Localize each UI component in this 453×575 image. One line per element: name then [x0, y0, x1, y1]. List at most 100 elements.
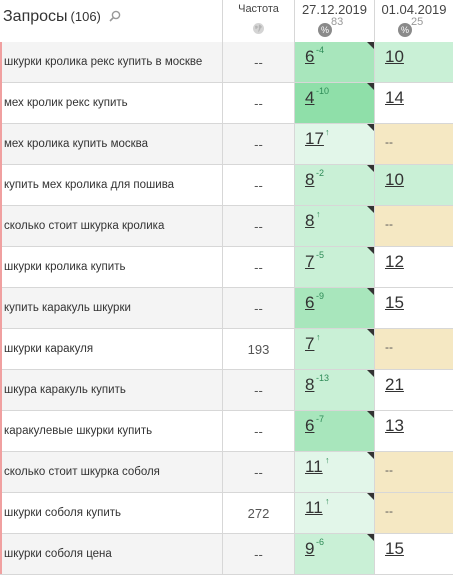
table-row: купить мех кролика для пошива -- 8 -2 10	[0, 165, 453, 206]
percent-icon: %	[318, 23, 332, 37]
frequency-cell: --	[222, 42, 294, 82]
frequency-value: --	[254, 137, 263, 152]
frequency-value: --	[254, 260, 263, 275]
frequency-value: --	[254, 383, 263, 398]
table-row: шкурки кролика рекс купить в москве -- 6 -4…	[0, 42, 453, 83]
corner-marker-icon	[367, 124, 374, 131]
query-text: шкурки соболя цена	[4, 548, 112, 560]
position-link[interactable]: 8	[305, 375, 315, 394]
query-cell[interactable]: шкурки соболя купить	[0, 493, 222, 533]
query-cell[interactable]: шкурки каракуля	[0, 329, 222, 369]
date-2-label: 01.04.2019	[381, 2, 447, 17]
position-cell-date-1: 6 -4	[294, 42, 374, 82]
corner-marker-icon	[367, 206, 374, 213]
frequency-value: 272	[247, 506, 270, 521]
no-position: --	[385, 135, 393, 149]
position-link[interactable]: 7	[305, 334, 315, 353]
position-link[interactable]: 8	[305, 211, 315, 230]
table-row: купить каракуль шкурки -- 6 -9 15	[0, 288, 453, 329]
position-change: ↑	[316, 332, 321, 342]
frequency-cell: --	[222, 206, 294, 246]
position-cell-date-1: 6 -7	[294, 411, 374, 451]
position-cell-date-2: --	[374, 206, 453, 246]
query-cell[interactable]: шкура каракуль купить	[0, 370, 222, 410]
query-cell[interactable]: шкурки кролика купить	[0, 247, 222, 287]
position-cell-date-1: 7 -5	[294, 247, 374, 287]
position-link[interactable]: 8	[305, 170, 315, 189]
query-text: шкура каракуль купить	[4, 384, 126, 396]
position-cell-date-2: 15	[374, 288, 453, 328]
position-link[interactable]: 6	[305, 293, 315, 312]
query-text: шкурки соболя купить	[4, 507, 122, 519]
corner-marker-icon	[367, 83, 374, 90]
position-link[interactable]: 6	[305, 47, 315, 66]
position-link[interactable]: 10	[385, 170, 404, 189]
frequency-value: --	[254, 96, 263, 111]
position-cell-date-1: 17 ↑	[294, 124, 374, 164]
table-row: шкурки кролика купить -- 7 -5 12	[0, 247, 453, 288]
query-text: сколько стоит шкурка соболя	[4, 466, 160, 478]
position-cell-date-2: 13	[374, 411, 453, 451]
query-text: купить каракуль шкурки	[4, 302, 131, 314]
position-change: -2	[316, 168, 325, 178]
query-cell[interactable]: купить каракуль шкурки	[0, 288, 222, 328]
query-cell[interactable]: мех кролика купить москва	[0, 124, 222, 164]
query-cell[interactable]: сколько стоит шкурка кролика	[0, 206, 222, 246]
date-column-header-2[interactable]: 01.04.2019 % 25	[374, 0, 453, 42]
search-icon[interactable]	[109, 9, 121, 27]
position-link[interactable]: 21	[385, 375, 404, 394]
table-row: шкурки каракуля 193 7 ↑ --	[0, 329, 453, 370]
globe-icon[interactable]	[252, 22, 265, 40]
position-link[interactable]: 15	[385, 293, 404, 312]
query-cell[interactable]: сколько стоит шкурка соболя	[0, 452, 222, 492]
left-accent-line	[0, 42, 2, 574]
position-change: -7	[316, 414, 325, 424]
no-position: --	[385, 463, 393, 477]
position-link[interactable]: 17	[305, 129, 324, 148]
query-cell[interactable]: каракулевые шкурки купить	[0, 411, 222, 451]
position-change: -4	[316, 45, 325, 55]
query-cell[interactable]: мех кролик рекс купить	[0, 83, 222, 123]
position-link[interactable]: 9	[305, 539, 315, 558]
position-change: -10	[316, 86, 330, 96]
position-change: ↑	[325, 127, 330, 137]
corner-marker-icon	[367, 370, 374, 377]
position-cell-date-2: 21	[374, 370, 453, 410]
position-link[interactable]: 12	[385, 252, 404, 271]
position-change: -9	[316, 291, 325, 301]
table-row: мех кролик рекс купить -- 4 -10 14	[0, 83, 453, 124]
position-cell-date-2: 10	[374, 165, 453, 205]
position-link[interactable]: 14	[385, 88, 404, 107]
frequency-cell: --	[222, 247, 294, 287]
date-column-header-1[interactable]: 27.12.2019 % 83	[294, 0, 374, 42]
position-change: -13	[316, 373, 330, 383]
position-link[interactable]: 15	[385, 539, 404, 558]
position-cell-date-2: --	[374, 124, 453, 164]
query-cell[interactable]: шкурки кролика рекс купить в москве	[0, 42, 222, 82]
frequency-value: --	[254, 465, 263, 480]
position-cell-date-1: 11 ↑	[294, 452, 374, 492]
frequency-value: --	[254, 178, 263, 193]
table-row: сколько стоит шкурка кролика -- 8 ↑ --	[0, 206, 453, 247]
frequency-cell: --	[222, 452, 294, 492]
table-row: мех кролика купить москва -- 17 ↑ --	[0, 124, 453, 165]
query-cell[interactable]: купить мех кролика для пошива	[0, 165, 222, 205]
table-row: шкурки соболя цена -- 9 -6 15	[0, 534, 453, 575]
frequency-value: 193	[247, 342, 270, 357]
query-cell[interactable]: шкурки соболя цена	[0, 534, 222, 574]
position-link[interactable]: 10	[385, 47, 404, 66]
frequency-column-header[interactable]: Частота	[222, 0, 294, 42]
frequency-cell: --	[222, 370, 294, 410]
position-link[interactable]: 13	[385, 416, 404, 435]
position-link[interactable]: 6	[305, 416, 315, 435]
query-text: шкурки кролика купить	[4, 261, 126, 273]
position-link[interactable]: 4	[305, 88, 315, 107]
position-link[interactable]: 7	[305, 252, 315, 271]
corner-marker-icon	[367, 247, 374, 254]
no-position: --	[385, 217, 393, 231]
date-1-label: 27.12.2019	[301, 2, 368, 17]
position-link[interactable]: 11	[305, 457, 323, 476]
position-link[interactable]: 11	[305, 498, 323, 517]
corner-marker-icon	[367, 329, 374, 336]
